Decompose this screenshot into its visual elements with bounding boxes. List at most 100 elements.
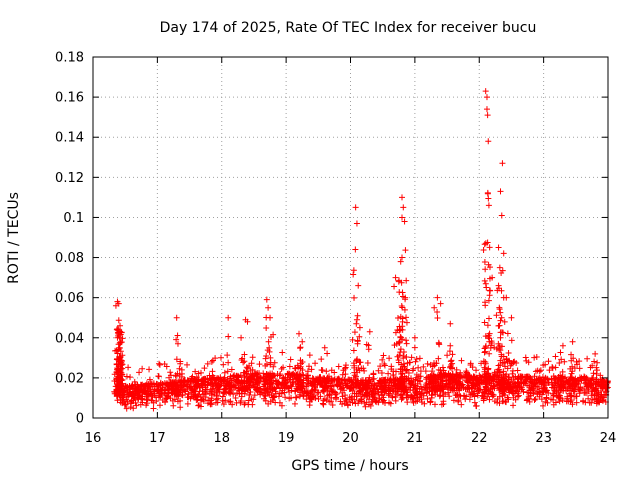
- data-point: [381, 389, 388, 396]
- data-point: [342, 365, 349, 372]
- data-point: [355, 381, 362, 388]
- data-point: [150, 399, 157, 406]
- data-point: [396, 352, 403, 359]
- data-point: [117, 399, 124, 406]
- data-point: [171, 390, 178, 397]
- data-point: [346, 386, 353, 393]
- data-point: [566, 390, 573, 397]
- data-point: [485, 202, 492, 209]
- data-point: [196, 388, 203, 395]
- data-point: [494, 368, 501, 375]
- data-point: [543, 382, 550, 389]
- data-point: [429, 391, 436, 398]
- data-point: [213, 392, 220, 399]
- data-point: [549, 364, 556, 371]
- data-point: [400, 352, 407, 359]
- data-point: [362, 403, 369, 410]
- data-point: [321, 344, 328, 351]
- data-point: [543, 394, 550, 401]
- data-point: [335, 363, 342, 370]
- data-point: [299, 382, 306, 389]
- data-point: [136, 369, 143, 376]
- data-point: [417, 368, 424, 375]
- data-point: [297, 345, 304, 352]
- data-point: [399, 214, 405, 221]
- data-point: [544, 375, 551, 382]
- data-point: [435, 366, 442, 373]
- data-point: [583, 381, 590, 388]
- data-point: [503, 371, 510, 378]
- data-point: [356, 324, 363, 331]
- data-point: [251, 392, 258, 399]
- data-point: [134, 390, 141, 397]
- data-point: [385, 387, 392, 394]
- data-point: [454, 381, 461, 388]
- data-point: [206, 375, 213, 382]
- data-point: [350, 267, 357, 274]
- data-point: [597, 372, 604, 379]
- data-point: [193, 396, 200, 403]
- data-point: [220, 401, 227, 408]
- data-point: [306, 352, 313, 359]
- data-point: [294, 362, 301, 369]
- data-point: [497, 369, 504, 376]
- data-point: [277, 371, 284, 378]
- data-point: [467, 391, 474, 398]
- data-point: [133, 402, 140, 409]
- data-point: [362, 377, 369, 384]
- data-point: [501, 375, 508, 382]
- data-point: [510, 402, 517, 409]
- data-point: [591, 358, 598, 365]
- data-point: [573, 393, 580, 400]
- data-point: [398, 279, 405, 286]
- data-point: [164, 381, 171, 388]
- data-point: [220, 390, 227, 397]
- data-point: [234, 378, 241, 385]
- data-point: [582, 389, 589, 396]
- data-point: [167, 369, 174, 376]
- data-point: [449, 351, 456, 358]
- data-point: [204, 360, 211, 367]
- data-point: [342, 371, 349, 378]
- data-point: [127, 390, 134, 397]
- data-point: [225, 333, 232, 340]
- data-point: [276, 372, 283, 379]
- data-point: [484, 322, 491, 329]
- data-point: [369, 388, 376, 395]
- data-point: [279, 349, 286, 356]
- data-point: [497, 334, 504, 341]
- data-point: [150, 388, 157, 395]
- data-point: [431, 386, 438, 393]
- data-point: [499, 160, 506, 167]
- data-point: [599, 396, 606, 403]
- data-point: [497, 309, 504, 316]
- data-point: [413, 371, 420, 378]
- data-point: [183, 383, 190, 390]
- data-point: [356, 359, 363, 366]
- data-point: [392, 274, 399, 281]
- data-point: [158, 387, 165, 394]
- data-point: [545, 389, 552, 396]
- data-point: [237, 379, 244, 386]
- data-point: [202, 386, 209, 393]
- data-point: [559, 378, 566, 385]
- data-point: [512, 383, 519, 390]
- data-point: [433, 360, 440, 367]
- data-point: [497, 188, 504, 195]
- data-point: [518, 384, 525, 391]
- data-point: [204, 381, 211, 388]
- data-point: [414, 397, 421, 404]
- data-point: [431, 304, 438, 311]
- data-point: [114, 326, 121, 333]
- data-point: [266, 372, 273, 379]
- data-point: [570, 355, 577, 362]
- data-point: [192, 376, 199, 383]
- data-point: [133, 385, 140, 392]
- data-point: [305, 363, 312, 370]
- data-point: [479, 389, 486, 396]
- data-point: [398, 303, 405, 310]
- data-point: [237, 399, 244, 406]
- data-point: [498, 380, 505, 387]
- data-point: [260, 389, 267, 396]
- data-point: [381, 362, 388, 369]
